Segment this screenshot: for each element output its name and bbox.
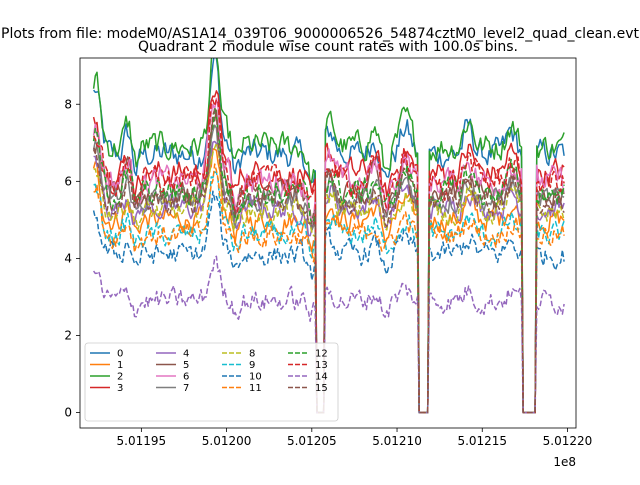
suptitle: Plots from file: modeM0/AS1A14_039T06_90…: [1, 26, 639, 42]
legend-label: 10: [249, 372, 262, 383]
legend-label: 1: [117, 360, 123, 371]
series-line-9: [93, 171, 565, 414]
x-tick-label: 5.01200: [202, 434, 252, 448]
y-tick-label: 8: [64, 97, 72, 111]
legend-label: 8: [249, 349, 255, 360]
legend-label: 12: [315, 349, 328, 360]
legend-label: 7: [183, 383, 189, 394]
series-line-14: [92, 255, 565, 414]
legend-label: 2: [117, 372, 123, 383]
x-tick-label: 5.01220: [543, 434, 593, 448]
legend-label: 11: [249, 383, 262, 394]
series-layer: [92, 58, 565, 414]
series-line-12: [92, 106, 565, 414]
series-line-10: [92, 190, 565, 414]
series-line-1: [92, 148, 565, 414]
legend-frame: [84, 342, 339, 422]
x-tick-label: 5.01205: [287, 434, 337, 448]
chart-title: Quadrant 2 module wise count rates with …: [138, 39, 518, 55]
legend-label: 13: [315, 360, 328, 371]
y-tick-label: 6: [64, 174, 72, 188]
series-line-2: [92, 58, 565, 414]
plot-frame: [79, 57, 577, 429]
x-tick-label: 5.01195: [117, 434, 167, 448]
legend-label: 4: [183, 349, 189, 360]
series-line-13: [92, 98, 565, 414]
x-axis: 5.01195 5.01200 5.01205 5.01210 5.01215 5.012…: [117, 428, 593, 448]
legend-label: 3: [117, 383, 123, 394]
y-tick-label: 4: [64, 251, 72, 265]
series-line-3: [92, 90, 565, 414]
y-axis: 0 2 4 6 8: [64, 97, 80, 420]
series-line-15: [92, 108, 565, 414]
series-line-6: [92, 97, 565, 414]
legend-label: 15: [315, 383, 328, 394]
x-tick-label: 5.01215: [457, 434, 507, 448]
legend-label: 14: [315, 372, 328, 383]
series-line-11: [93, 163, 565, 414]
y-tick-label: 2: [64, 329, 72, 343]
x-offset-label: 1e8: [553, 455, 576, 469]
legend-label: 5: [183, 360, 189, 371]
legend-label: 0: [117, 349, 123, 360]
legend-label: 9: [249, 360, 255, 371]
y-tick-label: 0: [64, 406, 72, 420]
legend-label: 6: [183, 372, 189, 383]
series-line-8: [93, 142, 565, 414]
x-tick-label: 5.01210: [372, 434, 422, 448]
